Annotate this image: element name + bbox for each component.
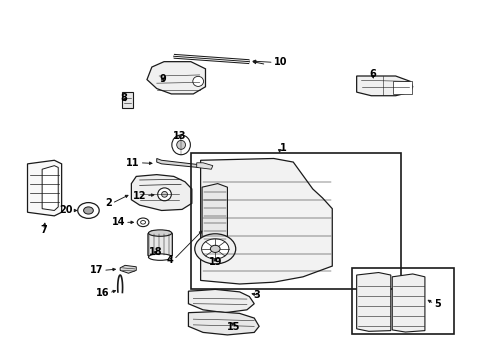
Ellipse shape [161,192,167,197]
Polygon shape [356,273,390,331]
Circle shape [194,234,235,264]
Text: 14: 14 [111,217,125,227]
Text: 11: 11 [126,158,140,168]
Text: 19: 19 [208,257,222,267]
Ellipse shape [148,254,171,260]
Text: 3: 3 [253,291,260,301]
Polygon shape [196,163,212,169]
Polygon shape [391,274,424,332]
Ellipse shape [171,135,190,155]
Text: 1: 1 [279,143,286,153]
Polygon shape [148,231,172,258]
Text: 12: 12 [132,191,146,201]
Text: 6: 6 [368,69,375,79]
Text: 8: 8 [120,93,127,103]
Polygon shape [356,76,412,96]
Text: 2: 2 [105,198,112,208]
Polygon shape [27,160,61,216]
Polygon shape [200,158,331,284]
Text: 13: 13 [173,131,186,141]
Bar [351,268,453,334]
Polygon shape [157,158,198,167]
Text: 16: 16 [95,288,109,298]
Text: 10: 10 [273,57,286,67]
Text: 18: 18 [148,247,162,257]
Circle shape [78,203,99,219]
Text: 17: 17 [89,265,103,275]
Text: 20: 20 [59,206,73,216]
Polygon shape [131,175,191,211]
Polygon shape [42,166,58,211]
Polygon shape [188,312,259,335]
Ellipse shape [148,230,171,236]
Polygon shape [120,265,136,273]
Circle shape [83,207,93,214]
Circle shape [201,239,228,259]
Bar [190,153,400,289]
Polygon shape [147,62,205,94]
Text: 4: 4 [167,255,173,265]
Circle shape [210,245,220,252]
Ellipse shape [158,188,171,201]
Text: 7: 7 [40,225,47,235]
Ellipse shape [137,218,149,226]
Text: 5: 5 [433,299,440,309]
Polygon shape [392,81,411,94]
Polygon shape [122,92,133,108]
Text: 15: 15 [226,322,240,332]
Text: 9: 9 [159,74,165,84]
Ellipse shape [176,140,185,149]
Polygon shape [202,184,227,244]
Ellipse shape [192,76,203,86]
Polygon shape [188,289,254,313]
